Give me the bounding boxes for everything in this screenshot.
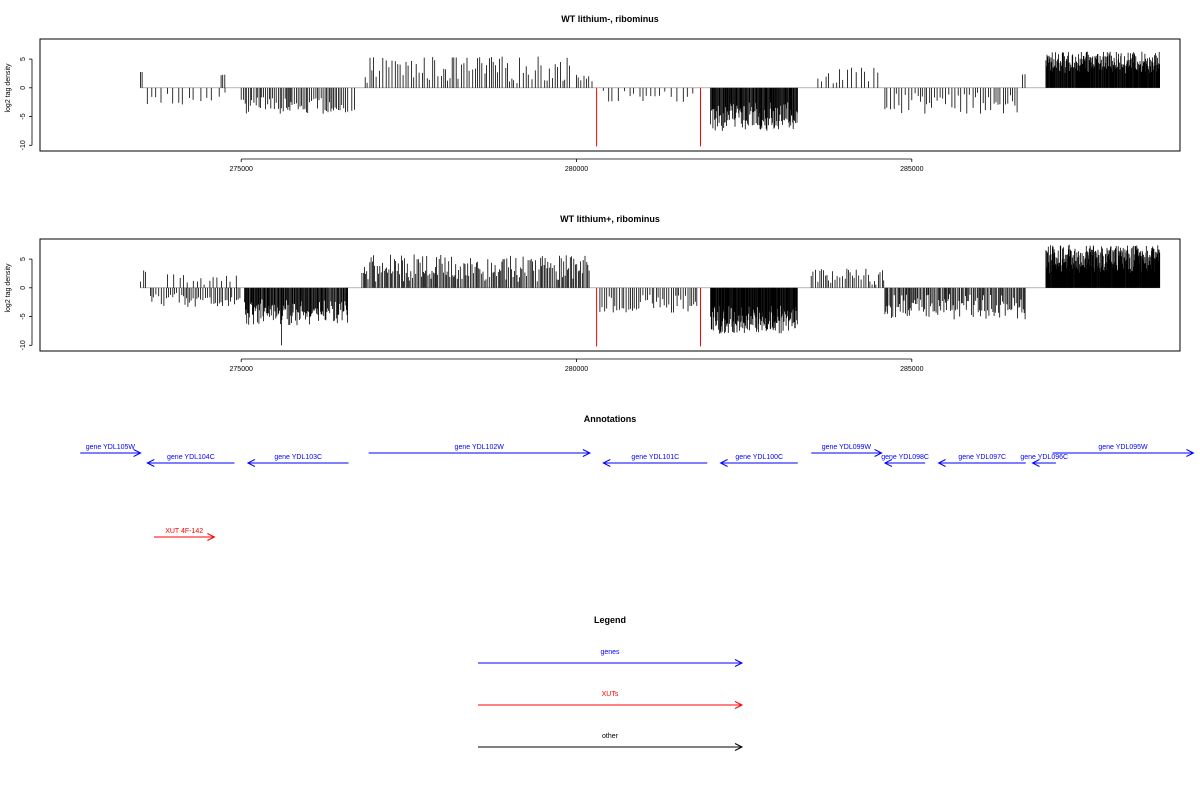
gene-label: gene YDL105W xyxy=(86,444,136,451)
gene-arrow: gene YDL104C xyxy=(146,454,235,467)
y-tick-label: 5 xyxy=(20,57,27,61)
gene-label: gene YDL099W xyxy=(822,444,872,451)
gene-arrow: gene YDL097C xyxy=(937,454,1026,467)
gene-track: gene YDL105W gene YDL104C gene YDL103C gene… xyxy=(80,444,1195,467)
y-tick-label: -5 xyxy=(20,313,27,319)
gene-arrow: gene YDL095W xyxy=(1052,444,1195,457)
gene-label: gene YDL101C xyxy=(631,454,679,461)
gene-label: gene YDL098C xyxy=(881,454,929,461)
gene-label: gene YDL102W xyxy=(455,444,505,451)
xut-track: XUT 4F-142 xyxy=(154,528,216,541)
gene-label: gene YDL097C xyxy=(958,454,1006,461)
gene-arrow: gene YDL096C xyxy=(1020,454,1068,467)
panel-wt-lithium-minus: WT lithium-, ribominus log2 tag density … xyxy=(5,14,1181,173)
y-tick-label: 0 xyxy=(20,286,27,290)
panel-title: WT lithium-, ribominus xyxy=(561,14,659,24)
legend-items: genes XUTs other xyxy=(478,649,744,751)
y-axis-label: log2 tag density xyxy=(5,63,12,113)
gene-arrow: gene YDL101C xyxy=(602,454,708,467)
bar-series xyxy=(140,244,1161,347)
y-tick-label: 5 xyxy=(20,257,27,261)
xut-label: XUT 4F-142 xyxy=(165,528,203,535)
legend: Legend genes XUTs other xyxy=(478,615,744,751)
panel-wt-lithium-plus: WT lithium+, ribominus log2 tag density … xyxy=(5,214,1181,373)
y-axis: 5 0 -5 -10 xyxy=(20,57,33,150)
y-tick-label: -10 xyxy=(20,340,27,350)
x-tick-label: 275000 xyxy=(230,166,253,173)
bar-series xyxy=(140,51,1160,147)
gene-arrow: gene YDL098C xyxy=(881,454,929,467)
y-axis-label: log2 tag density xyxy=(5,263,12,313)
x-axis: 275000 280000 285000 xyxy=(230,358,924,373)
gene-arrow: gene YDL099W xyxy=(811,444,883,457)
x-tick-label: 285000 xyxy=(900,166,923,173)
legend-item: other xyxy=(478,733,744,751)
y-tick-label: -5 xyxy=(20,113,27,119)
gene-label: gene YDL095W xyxy=(1098,444,1148,451)
plot-frame xyxy=(39,38,1181,152)
gene-label: gene YDL104C xyxy=(167,454,215,461)
gene-arrow: gene YDL100C xyxy=(719,454,798,467)
gene-arrow: gene YDL102W xyxy=(368,444,592,457)
legend-label: other xyxy=(602,733,619,740)
gene-label: gene YDL100C xyxy=(735,454,783,461)
panel-title: WT lithium+, ribominus xyxy=(560,214,660,224)
y-axis: 5 0 -5 -10 xyxy=(20,257,33,350)
y-tick-label: 0 xyxy=(20,86,27,90)
plot-frame xyxy=(39,238,1181,352)
gene-arrow: gene YDL103C xyxy=(246,454,349,467)
legend-label: XUTs xyxy=(602,691,619,698)
gene-arrow: gene YDL105W xyxy=(80,444,142,457)
annotations-title: Annotations xyxy=(584,414,637,424)
xut-arrow: XUT 4F-142 xyxy=(154,528,216,541)
legend-title: Legend xyxy=(594,615,626,625)
legend-label: genes xyxy=(600,649,620,656)
x-tick-label: 275000 xyxy=(230,366,253,373)
legend-item: XUTs xyxy=(478,691,744,709)
x-tick-label: 280000 xyxy=(565,166,588,173)
x-tick-label: 280000 xyxy=(565,366,588,373)
gene-label: gene YDL103C xyxy=(274,454,322,461)
y-tick-label: -10 xyxy=(20,140,27,150)
legend-item: genes xyxy=(478,649,744,667)
x-tick-label: 285000 xyxy=(900,366,923,373)
gene-label: gene YDL096C xyxy=(1020,454,1068,461)
x-axis: 275000 280000 285000 xyxy=(230,158,924,173)
